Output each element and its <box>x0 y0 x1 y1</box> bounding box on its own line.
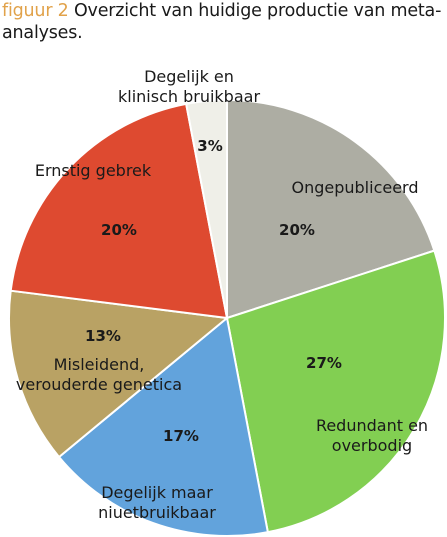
slice-name-label-0: Ongepubliceerd <box>291 178 418 197</box>
figure-caption: figuur 2 Overzicht van huidige productie… <box>2 0 442 44</box>
slice-percent-label-0: 20% <box>279 221 315 239</box>
slice-name-label-3: Misleidend, verouderde genetica <box>16 355 182 394</box>
slice-name-label-1: Redundant en overbodig <box>316 416 428 455</box>
figure-label: figuur 2 <box>2 1 69 21</box>
pie-slice-0 <box>226 99 436 319</box>
pie-labels: Ongepubliceerd 20% Redundant en overbodig 27… <box>16 67 428 522</box>
caption-text: Overzicht van huidige productie van meta… <box>2 1 442 43</box>
slice-percent-label-2: 17% <box>163 427 199 445</box>
slice-percent-label-4: 20% <box>101 221 137 239</box>
pie-slice-1 <box>226 249 446 534</box>
pie-slice-4 <box>9 102 228 319</box>
pie-slices <box>8 99 446 537</box>
pie-slice-3 <box>8 289 228 458</box>
slice-percent-label-1: 27% <box>306 354 342 372</box>
slice-percent-label-3: 13% <box>85 327 121 345</box>
slice-name-label-5: Degelijk en klinisch bruikbaar <box>118 67 260 106</box>
slice-percent-label-5: 3% <box>197 137 222 155</box>
pie-slice-2 <box>58 317 269 537</box>
slice-name-label-4: Ernstig gebrek <box>35 161 152 180</box>
pie-slice-5 <box>185 99 228 319</box>
slice-name-label-2: Degelijk maar niuetbruikbaar <box>98 483 216 522</box>
